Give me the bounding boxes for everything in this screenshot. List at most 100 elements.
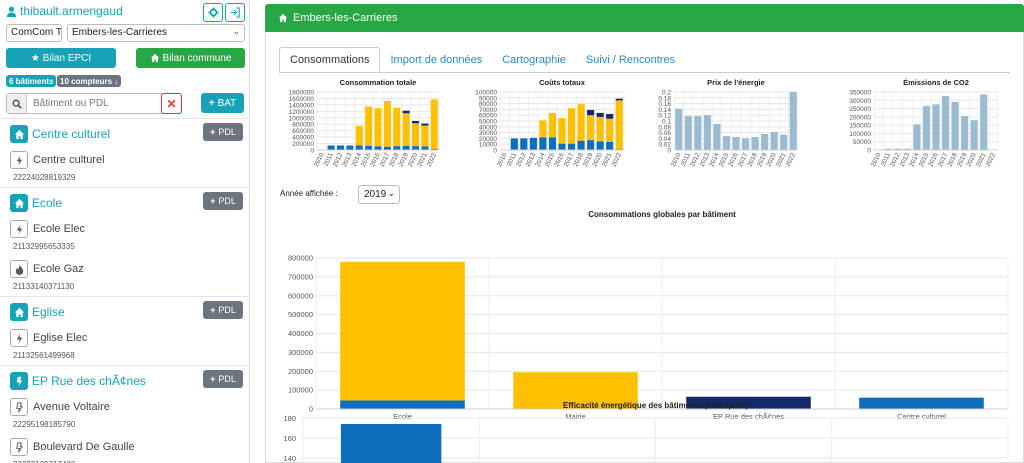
- bar-elec: [402, 145, 410, 150]
- bar-elec: [510, 138, 518, 150]
- y-tick-label: 1400000: [289, 102, 315, 109]
- bilan-epci-button[interactable]: ★ Bilan EPCI: [6, 48, 116, 68]
- bar-gaz: [421, 125, 429, 147]
- building-name[interactable]: Ecole: [32, 196, 63, 210]
- tab-cartographie[interactable]: Cartographie: [502, 54, 566, 66]
- pdl-item[interactable]: Ecole Elec 21132995653335: [10, 214, 244, 254]
- pdl-item[interactable]: Ecole Gaz 21133140371130: [10, 254, 244, 294]
- y-tick-label: 1200000: [289, 109, 315, 116]
- add-pdl-button[interactable]: + PDL: [203, 370, 243, 388]
- plus-icon: +: [208, 97, 215, 109]
- y-tick-label: 100000: [288, 386, 313, 395]
- bar-elec: [383, 146, 391, 150]
- add-pdl-button[interactable]: + PDL: [203, 192, 243, 210]
- y-tick-label: 100000: [849, 131, 871, 138]
- add-pdl-button[interactable]: + PDL: [203, 123, 243, 141]
- bar-co2: [941, 96, 950, 150]
- bar-gaz: [402, 113, 410, 146]
- pdl-number: 22295198185790: [13, 420, 76, 429]
- commune-select[interactable]: Embers-les-Carrieres ⌄: [67, 24, 245, 42]
- consumption-by-building-chart: Consommations globales par bâtiment 0 1000…: [288, 210, 1009, 421]
- building-name[interactable]: Eglise: [32, 305, 65, 319]
- building-name[interactable]: EP Rue des chÃ¢nes: [32, 374, 146, 388]
- bar-gaz: [558, 118, 566, 144]
- y-tick-label: 200000: [292, 141, 314, 148]
- plus-icon: +: [210, 196, 216, 206]
- bar-gaz: [615, 100, 623, 150]
- bar-elec: [340, 400, 465, 409]
- username: thibault.armengaud: [20, 4, 123, 18]
- pdl-name: Eglise Elec: [33, 332, 88, 344]
- y-tick-label: 200000: [288, 367, 313, 376]
- bar-gaz: [548, 112, 557, 138]
- tab-divider: [279, 72, 1010, 73]
- bar-gaz: [567, 108, 576, 144]
- search-input[interactable]: [27, 98, 157, 109]
- x-tick-label: 2022: [611, 152, 624, 168]
- tab-import[interactable]: Import de données: [390, 54, 483, 66]
- epci-select[interactable]: ComCom Te: [6, 24, 62, 42]
- pdl-item[interactable]: Centre culturel 22224028819329: [10, 145, 244, 185]
- tab-consommations[interactable]: Consommations: [279, 47, 381, 73]
- bar-elec: [606, 141, 614, 150]
- bar-other: [596, 112, 604, 117]
- y-tick-label: 70000: [479, 107, 497, 114]
- bar-prix: [751, 136, 759, 150]
- year-select[interactable]: 2019 ⌄: [358, 185, 400, 204]
- settings-button[interactable]: [203, 3, 223, 22]
- bar-co2: [884, 148, 892, 150]
- pdl-item[interactable]: Avenue Voltaire 22295198185790: [10, 392, 244, 432]
- y-tick-label: 50000: [479, 119, 497, 126]
- clear-search-button[interactable]: ✕: [161, 93, 182, 114]
- bar-elec: [336, 145, 344, 150]
- logout-button[interactable]: [225, 3, 245, 22]
- bar-prix: [675, 108, 683, 150]
- y-tick-label: 200000: [849, 114, 871, 121]
- user-link[interactable]: thibault.armengaud: [6, 4, 123, 18]
- building-header[interactable]: Eglise: [10, 301, 244, 323]
- bar-gaz: [383, 101, 391, 147]
- bolt-icon: [10, 220, 28, 238]
- building-name[interactable]: Centre culturel: [32, 127, 111, 141]
- add-bat-button[interactable]: + BAT: [201, 93, 244, 113]
- chart-title: Prix de l'énergie: [707, 78, 765, 87]
- y-tick-label: 60000: [479, 113, 497, 120]
- bar-prix: [722, 136, 731, 150]
- y-tick-label: 90000: [479, 95, 497, 102]
- bar-co2: [970, 120, 978, 150]
- batiments-badge: 6 bâtiments: [6, 75, 57, 87]
- add-pdl-label: PDL: [218, 127, 236, 137]
- y-tick-label: 0.02: [658, 142, 671, 149]
- building-header[interactable]: EP Rue des chÃ¢nes: [10, 370, 244, 392]
- add-pdl-label: PDL: [218, 196, 236, 206]
- compteurs-badge[interactable]: 10 compteurs ↓: [57, 75, 122, 87]
- home-icon: [10, 194, 28, 212]
- pdl-number: 21132995653335: [13, 242, 75, 251]
- building-list: Centre culturel + PDL Centre culturel 222…: [0, 118, 249, 463]
- add-pdl-button[interactable]: + PDL: [203, 301, 243, 319]
- pdl-item[interactable]: Eglise Elec 21132561499968: [10, 323, 244, 363]
- bar-prix: [684, 116, 692, 150]
- chevron-down-icon: ⌄: [232, 26, 240, 36]
- building-header[interactable]: Ecole: [10, 192, 244, 214]
- y-tick-label: 600000: [288, 291, 313, 300]
- bar-co2: [961, 116, 969, 150]
- streetlight-icon: [10, 372, 28, 390]
- pdl-number: 22232139717400: [10, 458, 244, 463]
- pdl-item[interactable]: Boulevard De Gaulle 22232139717400: [10, 432, 244, 463]
- bar-prix: [694, 116, 702, 150]
- commune-select-value: Embers-les-Carrieres: [72, 27, 168, 38]
- bar-gaz: [340, 261, 465, 401]
- bar-other: [421, 123, 429, 126]
- building-header[interactable]: Centre culturel: [10, 123, 244, 145]
- tab-bar: Consommations Import de données Cartogra…: [279, 47, 685, 73]
- bar-other: [412, 121, 420, 124]
- y-tick-label: 0.1: [662, 119, 671, 126]
- y-tick-label: 700000: [288, 272, 313, 281]
- y-tick-label: 80000: [479, 101, 497, 108]
- tab-suivi[interactable]: Suivi / Rencontres: [585, 54, 676, 66]
- bar-elec: [393, 146, 401, 150]
- batiments-badge-label: 6 bâtiments: [9, 76, 54, 86]
- y-tick-label: 0.16: [658, 101, 671, 108]
- bilan-commune-button[interactable]: Bilan commune: [136, 48, 245, 68]
